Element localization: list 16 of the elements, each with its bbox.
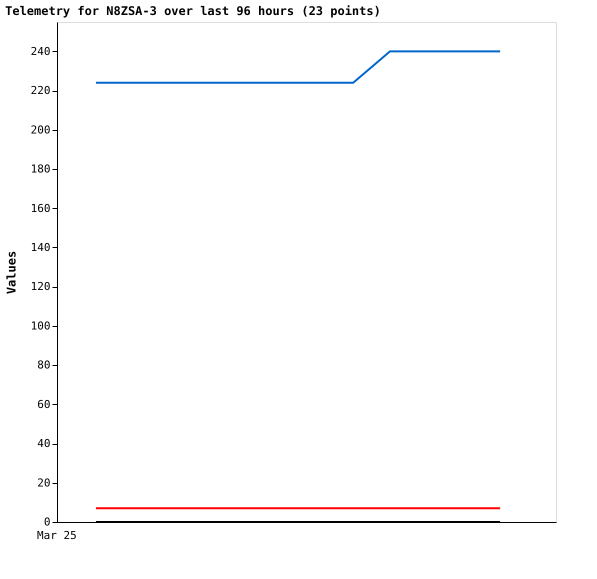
y-axis-title: Values	[4, 250, 19, 294]
y-tick-label: 80	[37, 358, 50, 372]
y-tick-label: 60	[37, 398, 50, 411]
y-tick-label: 40	[37, 437, 50, 450]
y-tick-label: 220	[30, 84, 50, 98]
y-tick-label: 20	[37, 476, 50, 490]
y-tick-label: 0	[44, 516, 50, 528]
y-tick-label: 180	[30, 162, 50, 176]
y-tick-label: 100	[30, 319, 50, 332]
y-tick-label: 120	[30, 280, 50, 294]
y-tick-label: 200	[30, 123, 50, 136]
y-tick-label: 160	[30, 202, 50, 215]
y-tick-label: 140	[30, 240, 50, 254]
y-tick-label: 240	[30, 44, 50, 58]
chart-title: Telemetry for N8ZSA-3 over last 96 hours (23 points)	[5, 4, 381, 18]
text: Mar 25	[37, 529, 77, 542]
